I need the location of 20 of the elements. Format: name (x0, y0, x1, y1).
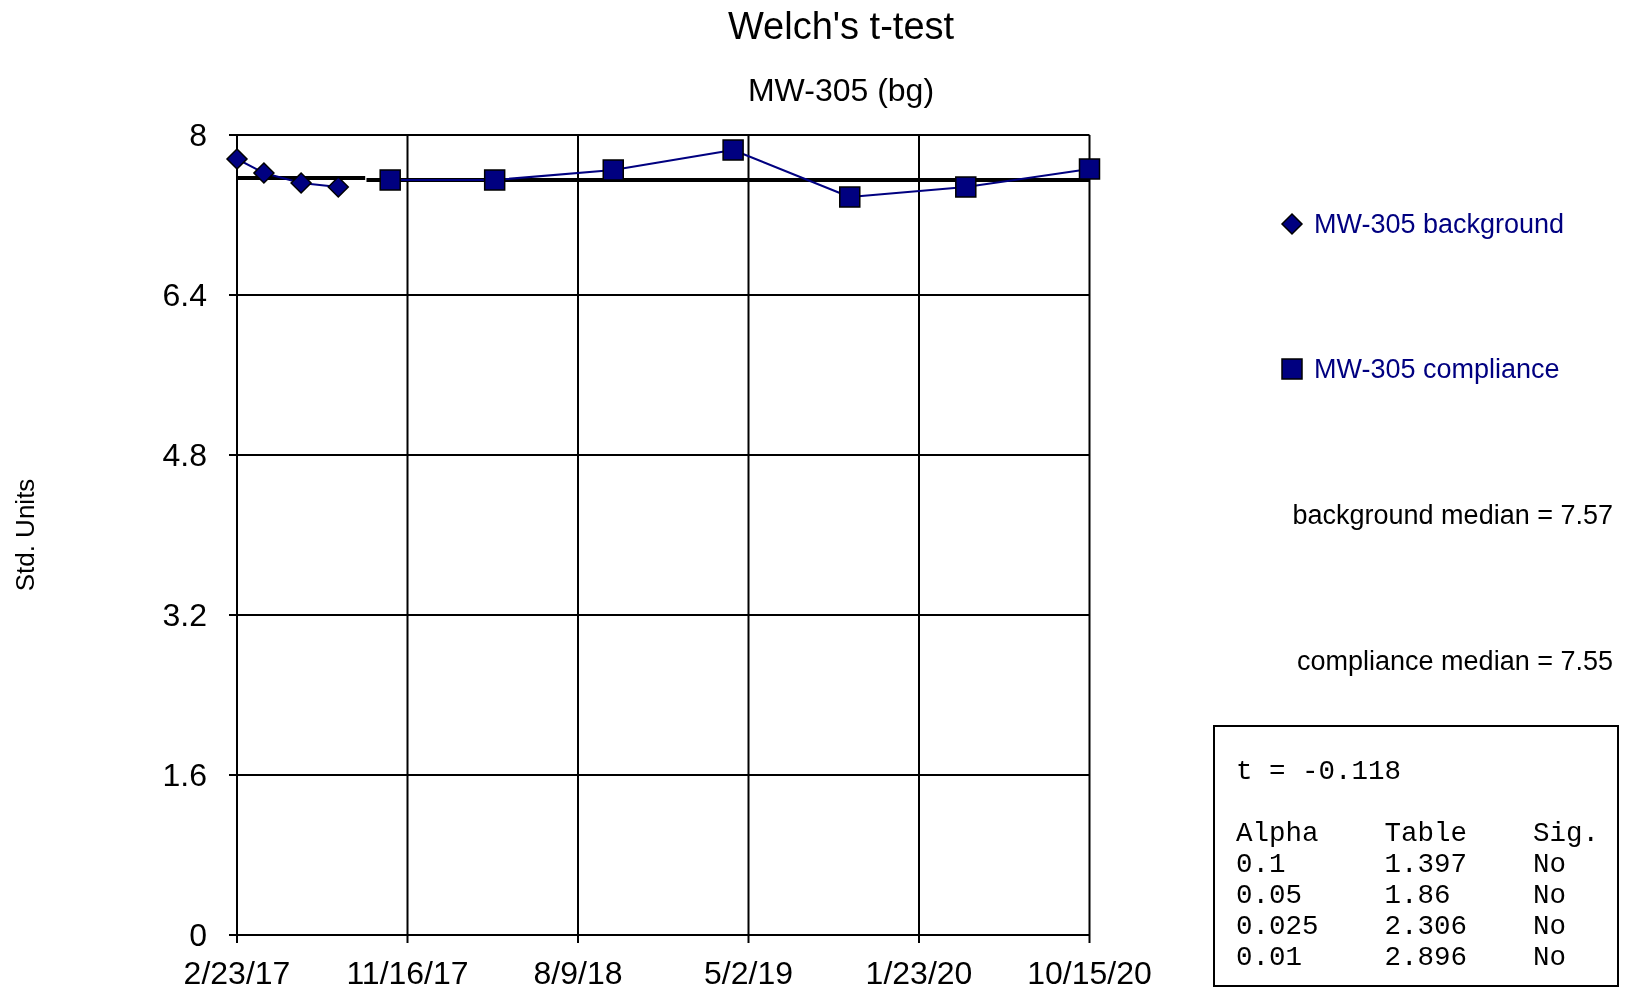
x-tick-label: 1/23/20 (865, 954, 973, 991)
y-axis-title: Std. Units (10, 478, 41, 592)
text: background median = 7.57 (1291, 499, 1613, 531)
y-tick-label: 1.6 (162, 757, 207, 794)
x-tick-label: 5/2/19 (704, 954, 793, 991)
table-frame: t = -0.118 Alpha Table Sig. 0.1 1.397 No 0.05 1.86 No 0.025 2.306 No 0.01 2.896 No (1213, 725, 1619, 987)
x-tick-label: 10/15/20 (1027, 954, 1152, 991)
text: compliance median = 7.55 (1296, 645, 1613, 677)
y-tick-label: 6.4 (162, 277, 207, 314)
x-tick-label: 11/16/17 (346, 954, 469, 991)
y-tick-label: 3.2 (162, 597, 207, 634)
chart-title: Welch's t-test (726, 4, 956, 48)
y-tick-label: 8 (189, 117, 207, 154)
legend-label: MW-305 compliance (1314, 353, 1560, 385)
y-tick-label: 4.8 (162, 437, 207, 474)
x-tick-label: 2/23/17 (183, 954, 291, 991)
chart-subtitle: MW-305 (bg) (746, 71, 936, 109)
y-tick-label: 0 (189, 917, 207, 954)
legend-label: MW-305 background (1314, 208, 1565, 240)
x-tick-label: 8/9/18 (533, 954, 623, 991)
